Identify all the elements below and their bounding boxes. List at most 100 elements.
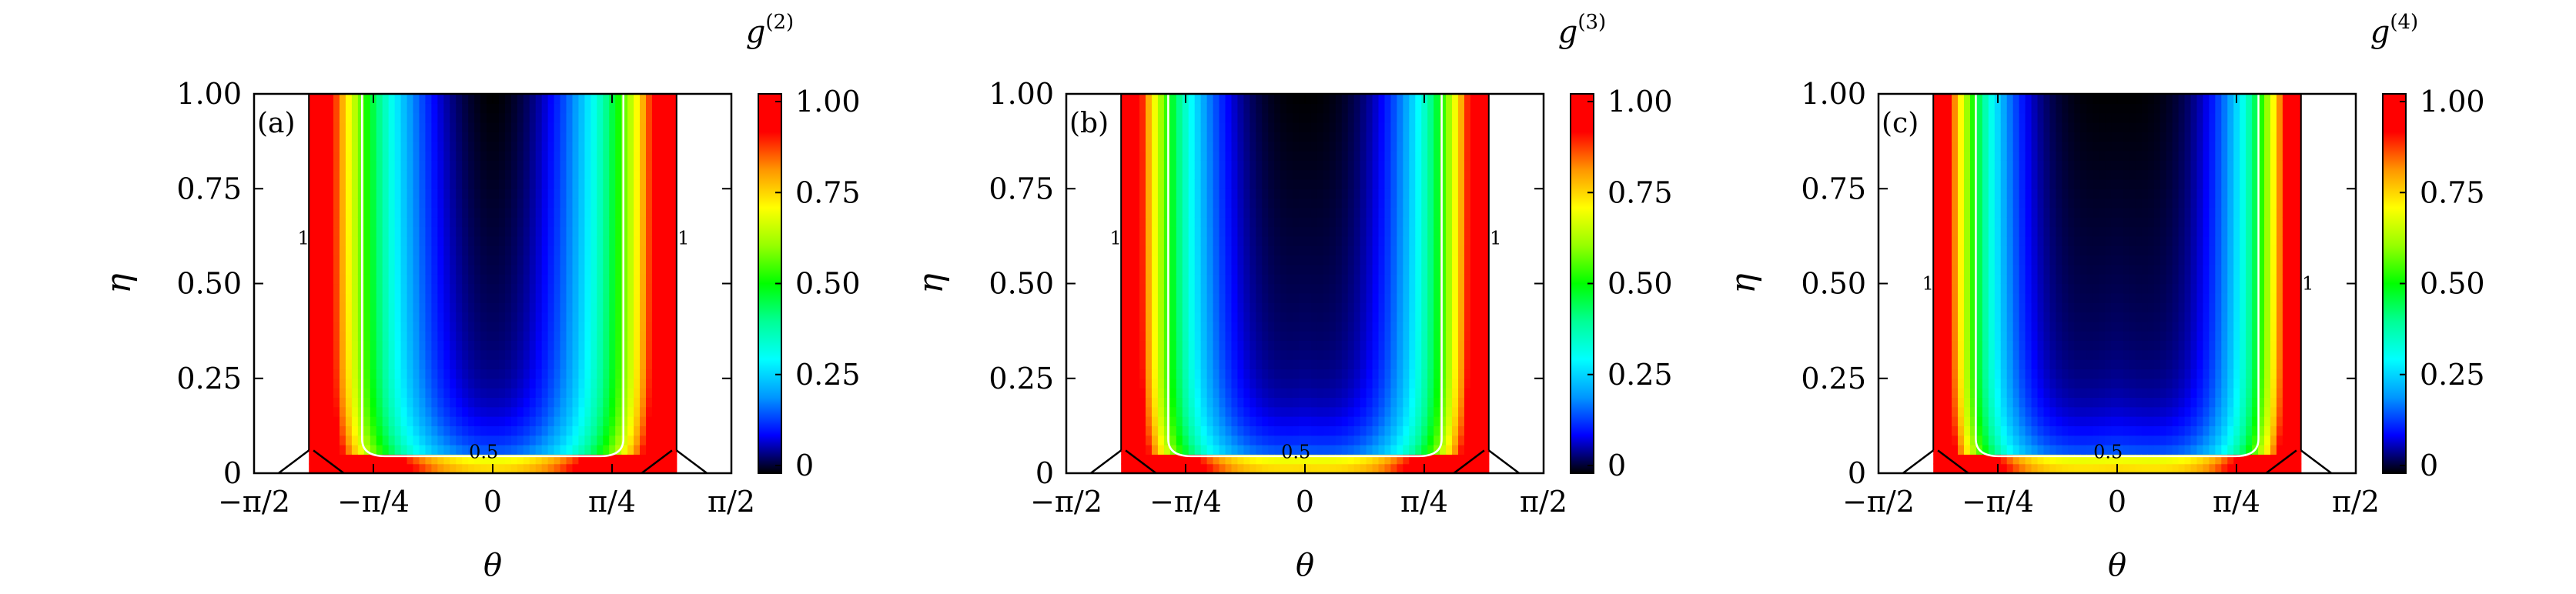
heatmap-cell [597,236,604,246]
heatmap-cell [1127,369,1134,379]
heatmap-cell [1427,265,1434,275]
heatmap-cell [1434,407,1440,417]
heatmap-cell [389,160,396,170]
heatmap-cell [1323,312,1330,322]
heatmap-cell [456,170,463,180]
heatmap-cell [634,454,641,464]
heatmap-cell [480,359,487,369]
heatmap-cell [1158,397,1165,407]
heatmap-cell [346,255,353,265]
heatmap-cell [517,369,524,379]
heatmap-cell [419,445,426,455]
heatmap-cell [340,179,346,189]
heatmap-cell [389,293,396,303]
heatmap-cell [1280,227,1287,237]
heatmap-cell [1243,208,1250,218]
heatmap-cell [1311,245,1318,255]
heatmap-cell [524,113,530,123]
heatmap-cell [383,369,390,379]
heatmap-cell [664,103,671,113]
heatmap-cell [315,142,322,152]
heatmap-cell [1219,265,1226,275]
heatmap-cell [536,217,543,227]
heatmap-cell [407,312,414,322]
heatmap-cell [1170,170,1177,180]
heatmap-cell [1409,236,1416,246]
heatmap-cell [1373,435,1380,446]
heatmap-cell [1373,340,1380,350]
heatmap-cell [431,331,438,341]
heatmap-cell [567,132,574,142]
heatmap-cell [1403,425,1410,435]
heatmap-cell [1434,274,1440,284]
heatmap-cell [1367,189,1373,199]
heatmap-cell [1403,464,1410,474]
heatmap-cell [664,94,671,104]
heatmap-cell [333,245,340,255]
heatmap-cell [1286,274,1293,284]
heatmap-cell [1317,265,1324,275]
heatmap-cell [450,208,457,218]
heatmap-cell [309,94,316,104]
heatmap-cell [370,199,377,209]
heatmap-cell [419,227,426,237]
heatmap-cell [640,227,647,237]
heatmap-cell [1121,245,1128,255]
heatmap-cell [499,189,506,199]
heatmap-cell [1176,113,1183,123]
heatmap-cell [1415,94,1422,104]
heatmap-cell [634,217,641,227]
heatmap-cell [443,425,450,435]
heatmap-cell [1250,236,1256,246]
heatmap-cell [1409,142,1416,152]
heatmap-cell [1317,151,1324,161]
heatmap-cell [1330,179,1337,189]
heatmap-cell [1195,359,1202,369]
heatmap-cell [1384,435,1391,446]
heatmap-cell [603,245,610,255]
heatmap-cell [524,265,530,275]
y-tick-label: 0.50 [989,267,1054,301]
heatmap-cell [487,179,493,189]
heatmap-cell [542,132,549,142]
heatmap-cell [383,227,390,237]
heatmap-cell [1158,454,1165,464]
heatmap-cell [590,179,597,189]
heatmap-cell [1384,94,1391,104]
heatmap-cell [1354,151,1361,161]
heatmap-cell [1397,122,1403,132]
heatmap-cell [333,284,340,294]
heatmap-cell [1152,245,1159,255]
heatmap-cell [584,416,591,426]
heatmap-cell [1286,464,1293,474]
heatmap-cell [431,284,438,294]
heatmap-cell [480,245,487,255]
heatmap-cell [1317,189,1324,199]
heatmap-cell [352,322,359,332]
heatmap-cell [1256,312,1263,322]
heatmap-cell [627,312,634,322]
heatmap-cell [1146,407,1153,417]
heatmap-cell [1330,217,1337,227]
heatmap-cell [315,407,322,417]
heatmap-cell [640,322,647,332]
heatmap-cell [437,331,444,341]
heatmap-cell [1207,160,1214,170]
heatmap-cell [395,274,402,284]
heatmap-cell [658,369,665,379]
heatmap-cell [1434,94,1440,104]
heatmap-cell [1219,236,1226,246]
colorbar-tick-label: 1.00 [1607,85,1673,118]
heatmap-cell [395,397,402,407]
heatmap-cell [1183,407,1189,417]
heatmap-cell [474,359,481,369]
heatmap-cell [1446,312,1453,322]
heatmap-cell [1231,331,1238,341]
heatmap-cell [1305,284,1312,294]
heatmap-cell [567,217,574,227]
heatmap-cell [1477,274,1484,284]
heatmap-cell [413,435,420,446]
heatmap-cell [1268,416,1275,426]
heatmap-cell [1379,142,1386,152]
heatmap-cell [536,274,543,284]
